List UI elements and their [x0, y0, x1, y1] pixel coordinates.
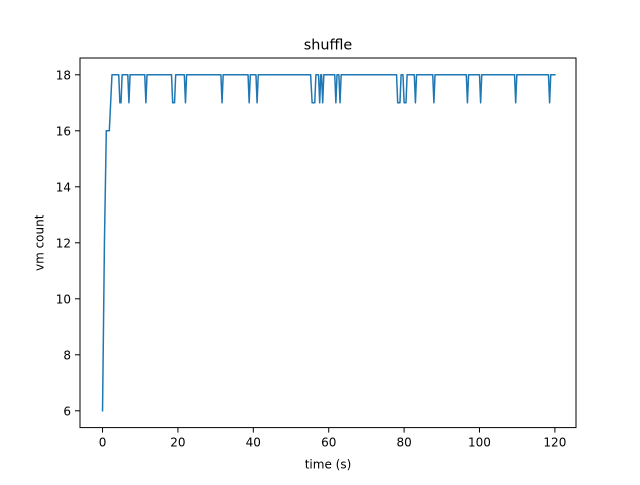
- x-tick-label: 100: [468, 436, 491, 450]
- y-axis-label: vm count: [33, 214, 47, 271]
- y-tick-label: 14: [56, 180, 71, 194]
- y-tick-label: 12: [56, 236, 71, 250]
- x-axis-label: time (s): [305, 458, 352, 472]
- x-tick-label: 20: [170, 436, 185, 450]
- x-tick-label: 0: [99, 436, 107, 450]
- chart-title: shuffle: [304, 38, 353, 54]
- y-tick-label: 16: [56, 124, 71, 138]
- x-tick-label: 120: [543, 436, 566, 450]
- axis-ticks: 0 20 40 60 80 100 120 6 8 10 12 14 16 18: [56, 68, 567, 449]
- y-tick-label: 18: [56, 68, 71, 82]
- y-tick-label: 10: [56, 292, 71, 306]
- x-tick-label: 60: [321, 436, 336, 450]
- axes-frame: [79, 57, 577, 429]
- plot-area: [101, 74, 556, 412]
- y-tick-label: 8: [63, 348, 71, 362]
- y-tick-label: 6: [63, 404, 71, 418]
- series-line: [101, 74, 556, 412]
- x-tick-label: 40: [246, 436, 261, 450]
- x-tick-label: 80: [396, 436, 411, 450]
